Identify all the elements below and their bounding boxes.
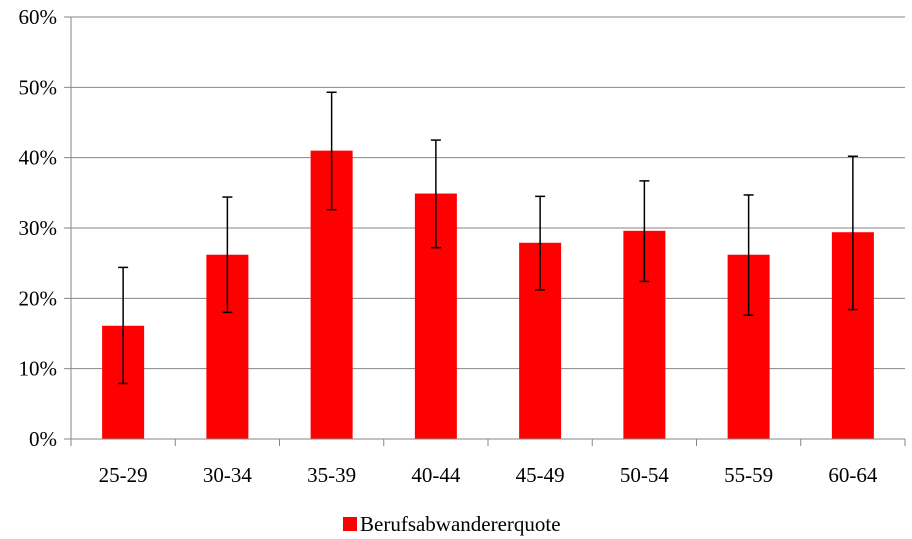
x-tick-label: 55-59	[724, 463, 773, 487]
error-bar	[639, 180, 650, 283]
error-bar	[222, 196, 233, 314]
error-bar	[326, 91, 337, 211]
bars	[102, 150, 874, 439]
y-tick-label: 0%	[29, 427, 57, 451]
y-tick-label: 40%	[19, 146, 58, 170]
y-tick-label: 50%	[19, 75, 58, 99]
x-tick-label: 60-64	[828, 463, 877, 487]
x-tick-label: 40-44	[411, 463, 460, 487]
x-tick-label: 30-34	[203, 463, 252, 487]
legend-label: Berufsabwandererquote	[360, 512, 561, 536]
error-bar	[118, 266, 129, 385]
x-tick-label: 50-54	[620, 463, 669, 487]
error-bar	[430, 139, 441, 249]
x-tick-label: 25-29	[99, 463, 148, 487]
x-tick-label: 35-39	[307, 463, 356, 487]
y-tick-label: 10%	[19, 357, 58, 381]
legend: Berufsabwandererquote	[343, 512, 561, 536]
y-tick-label: 60%	[19, 5, 58, 29]
error-bar	[847, 155, 858, 311]
x-axis-tick-labels: 25-29 30-34 35-39 40-44 45-49 50-54 55-59 60-64	[99, 463, 878, 487]
error-bar	[535, 195, 546, 291]
legend-swatch	[343, 517, 357, 531]
axes	[70, 17, 906, 446]
x-tick-label: 45-49	[516, 463, 565, 487]
gridlines	[64, 16, 905, 440]
y-tick-label: 30%	[19, 216, 58, 240]
error-bars	[118, 91, 858, 385]
y-axis-tick-labels: 0% 10% 20% 30% 40% 50% 60%	[19, 5, 58, 451]
error-bar	[743, 194, 754, 316]
y-tick-label: 20%	[19, 286, 58, 310]
